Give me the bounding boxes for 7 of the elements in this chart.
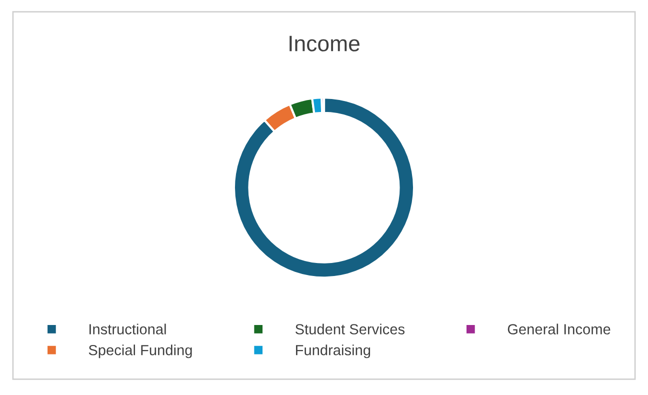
legend-label: General Income xyxy=(508,324,610,334)
legend-label: Special Funding xyxy=(88,344,192,358)
donut-slice xyxy=(232,96,416,279)
legend-label: Fundraising xyxy=(296,344,370,358)
legend-label: Instructional xyxy=(90,324,166,334)
legend-label: Student Services xyxy=(295,324,405,334)
chart-title: Income xyxy=(290,36,360,52)
